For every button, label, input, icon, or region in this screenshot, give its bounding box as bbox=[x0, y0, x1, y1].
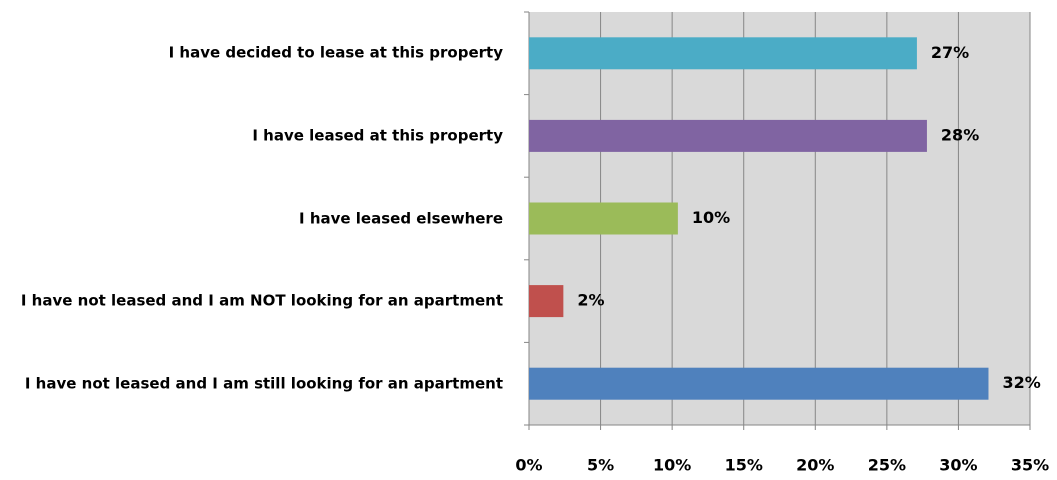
x-tick-label: 0% bbox=[515, 456, 542, 475]
y-tick-label: I have not leased and I am still looking… bbox=[24, 374, 503, 393]
bar bbox=[529, 119, 927, 152]
bar bbox=[529, 202, 678, 235]
x-tick-label: 35% bbox=[1011, 456, 1049, 475]
data-label: 27% bbox=[931, 43, 969, 62]
x-tick-label: 25% bbox=[868, 456, 906, 475]
category-label-box: I have not leased and I am still looking… bbox=[3, 372, 503, 395]
bar bbox=[529, 367, 989, 400]
x-tick-label: 5% bbox=[587, 456, 614, 475]
category-label-box: I have decided to lease at this property bbox=[3, 42, 503, 65]
category-label-box: I have leased at this property bbox=[3, 124, 503, 147]
bar bbox=[529, 285, 564, 318]
x-tick-label: 20% bbox=[796, 456, 834, 475]
y-tick-label: I have not leased and I am NOT looking f… bbox=[20, 291, 503, 310]
data-label: 28% bbox=[941, 125, 979, 144]
data-label: 32% bbox=[1002, 373, 1040, 392]
y-tick-label: I have decided to lease at this property bbox=[168, 43, 503, 62]
category-label-box: I have not leased and I am NOT looking f… bbox=[3, 290, 503, 313]
data-label: 2% bbox=[577, 291, 604, 310]
y-tick-label: I have leased at this property bbox=[252, 126, 503, 145]
y-tick-label: I have leased elsewhere bbox=[299, 209, 503, 227]
data-label: 10% bbox=[692, 208, 730, 227]
bar bbox=[529, 37, 917, 70]
category-label-box: I have leased elsewhere bbox=[3, 207, 503, 230]
x-tick-label: 10% bbox=[653, 456, 691, 475]
x-tick-label: 15% bbox=[725, 456, 763, 475]
x-tick-label: 30% bbox=[939, 456, 977, 475]
